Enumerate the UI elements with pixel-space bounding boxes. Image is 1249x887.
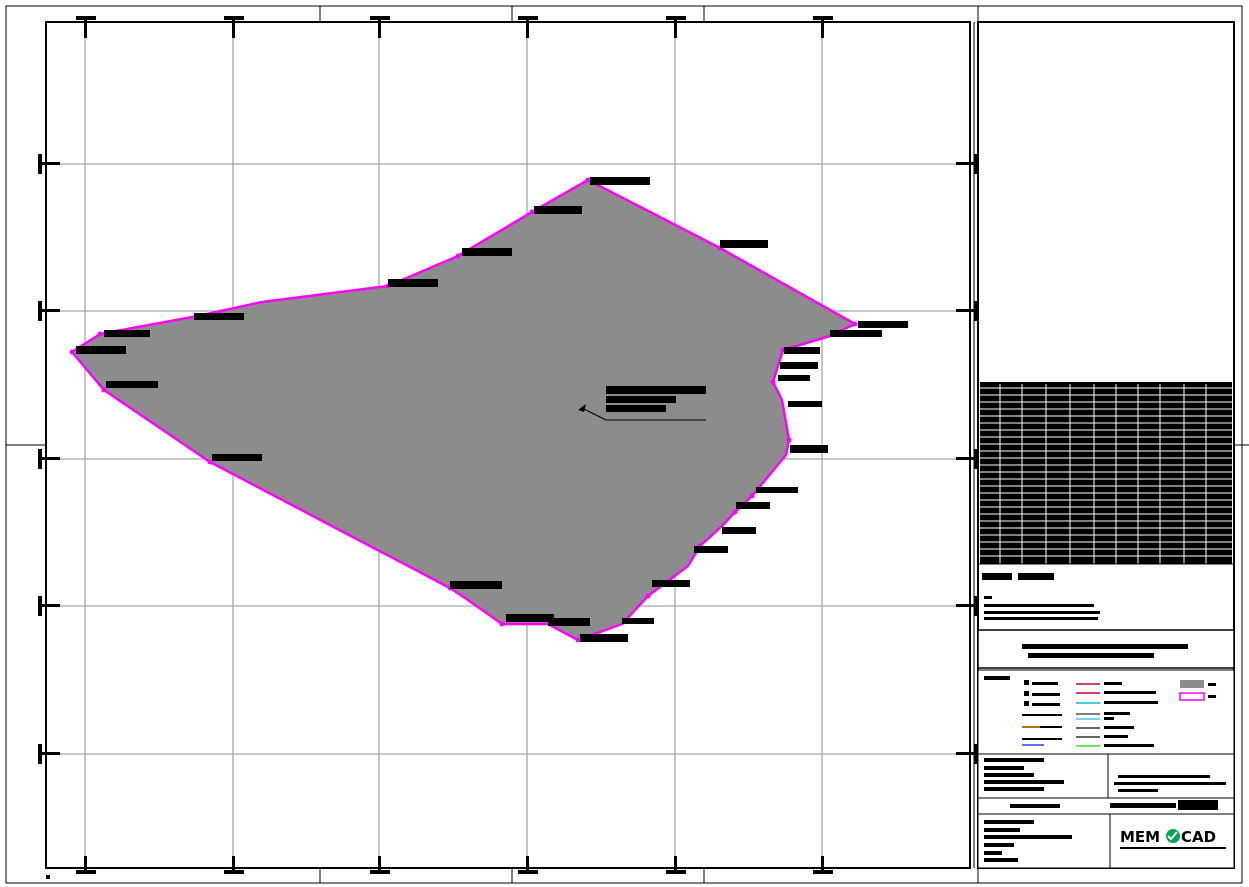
- footer-block: MEM CAD: [977, 813, 1235, 869]
- scale-row: [977, 797, 1235, 815]
- logo-left-text: MEM: [1120, 828, 1160, 846]
- owner-block: [978, 563, 1234, 620]
- drawing-title: [977, 629, 1235, 669]
- sheet-frame: [5, 5, 1249, 884]
- logo-right-text: CAD: [1181, 828, 1216, 846]
- grid-coordinate-ticks: [38, 16, 978, 879]
- coordinates-table: [980, 382, 1232, 564]
- title-block: MEM CAD: [973, 21, 1235, 869]
- info-block: [977, 753, 1235, 799]
- area-label: [578, 386, 706, 421]
- vertex-labels: [76, 177, 908, 642]
- map-viewport[interactable]: [38, 16, 978, 879]
- memcad-logo: MEM CAD: [1120, 828, 1226, 849]
- legend: [977, 669, 1235, 755]
